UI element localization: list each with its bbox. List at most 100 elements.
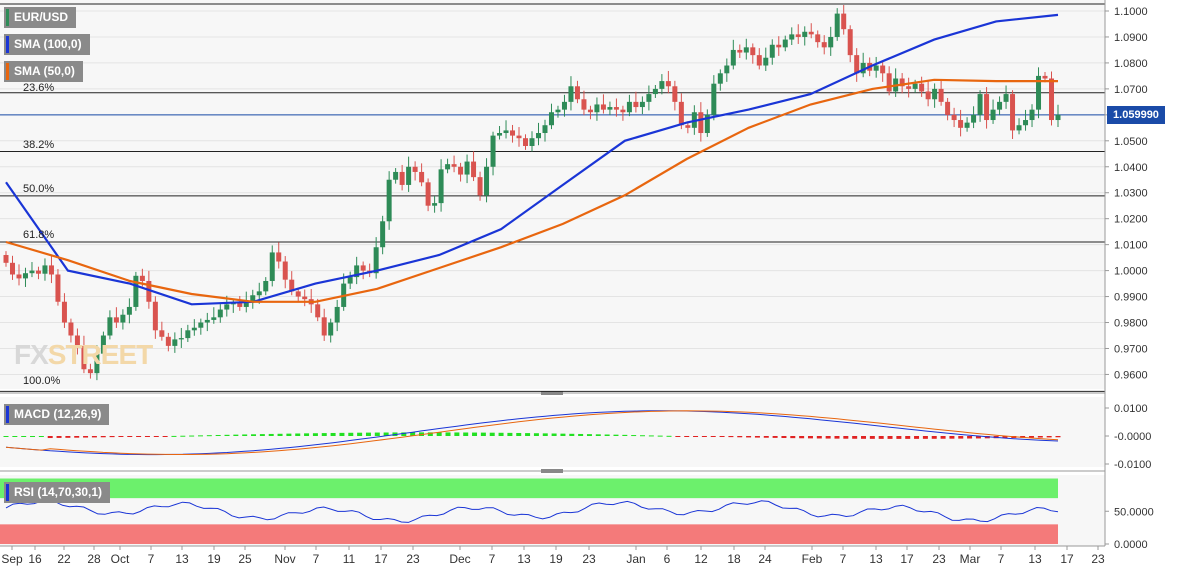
macd-histogram-bar <box>578 433 584 436</box>
candle-body <box>782 39 788 48</box>
macd-pane-bg <box>0 397 1105 467</box>
legend-sma50-label: SMA (50,0) <box>14 64 75 78</box>
candle-body <box>704 114 710 134</box>
rsi-oversold-zone <box>0 524 1058 544</box>
candle-body <box>977 94 983 115</box>
macd-histogram-bar <box>852 436 858 439</box>
candle-body <box>497 133 503 136</box>
candle-body <box>204 319 210 323</box>
macd-histogram-bar <box>799 436 805 439</box>
candle-body <box>55 274 61 302</box>
y-tick-label: 1.0000 <box>1114 266 1148 278</box>
legend-macd[interactable]: MACD (12,26,9) <box>4 404 110 425</box>
legend-pair[interactable]: EUR/USD <box>4 7 77 28</box>
macd-histogram-bar <box>197 435 203 437</box>
candle-body <box>373 247 379 274</box>
macd-histogram-bar <box>286 433 292 436</box>
macd-histogram-bar <box>295 433 301 436</box>
x-tick-label: Oct <box>111 552 130 566</box>
candle-body <box>925 91 931 100</box>
candle-body <box>613 107 619 110</box>
macd-histogram-bar <box>816 436 822 439</box>
legend-sma100[interactable]: SMA (100,0) <box>4 34 90 55</box>
candle-body <box>639 101 645 108</box>
macd-histogram-bar <box>719 436 725 437</box>
macd-histogram-bar <box>560 433 566 436</box>
x-tick-label: 17 <box>900 552 914 566</box>
candle-body <box>295 291 301 297</box>
macd-histogram-bar <box>259 434 265 436</box>
candle-body <box>464 161 470 175</box>
candle-body <box>854 55 860 74</box>
watermark-logo: FXSTREET <box>14 339 153 371</box>
macd-tick-label: -0.0000 <box>1114 431 1151 443</box>
divider-handle[interactable] <box>541 469 563 473</box>
macd-histogram-bar <box>878 436 884 439</box>
macd-histogram-bar <box>1037 436 1043 438</box>
candle-body <box>133 275 139 307</box>
macd-histogram-bar <box>427 432 433 436</box>
watermark-part1: FX <box>14 339 49 370</box>
candle-body <box>763 57 769 66</box>
x-tick-label: 13 <box>175 552 189 566</box>
legend-rsi[interactable]: RSI (14,70,30,1) <box>4 482 111 503</box>
candle-body <box>594 104 600 113</box>
y-tick-label: 0.9600 <box>1114 369 1148 381</box>
candle-body <box>880 65 886 74</box>
x-tick-label: 7 <box>998 552 1005 566</box>
macd-histogram-bar <box>967 436 973 439</box>
macd-histogram-bar <box>887 436 893 439</box>
y-tick-label: 0.9900 <box>1114 292 1148 304</box>
candle-body <box>906 86 912 89</box>
macd-histogram-bar <box>666 435 672 437</box>
candle-body <box>237 303 243 307</box>
candle-body <box>672 86 678 102</box>
macd-histogram-bar <box>100 436 106 438</box>
candle-body <box>354 265 360 278</box>
macd-histogram-bar <box>861 436 867 439</box>
macd-histogram-bar <box>498 432 504 436</box>
candle-body <box>211 317 217 320</box>
macd-histogram-bar <box>825 436 831 439</box>
candle-body <box>659 81 665 89</box>
candle-body <box>581 99 587 110</box>
candle-body <box>399 171 405 185</box>
candle-body <box>302 296 308 300</box>
y-tick-label: 1.0700 <box>1114 84 1148 96</box>
candle-body <box>198 322 204 328</box>
macd-histogram-bar <box>374 432 380 436</box>
candle-body <box>912 83 918 89</box>
x-tick-label: 7 <box>313 552 320 566</box>
candle-body <box>574 86 580 100</box>
candle-body <box>81 345 87 370</box>
candle-body <box>555 109 561 113</box>
rsi-overbought-zone <box>0 478 1058 499</box>
macd-histogram-bar <box>489 432 495 436</box>
macd-histogram-bar <box>631 435 637 437</box>
candle-body <box>964 122 970 128</box>
macd-histogram-bar <box>348 432 354 436</box>
candle-body <box>685 125 691 128</box>
legend-sma50[interactable]: SMA (50,0) <box>4 61 83 82</box>
candle-body <box>191 327 197 331</box>
candle-body <box>646 94 652 102</box>
macd-histogram-bar <box>896 436 902 439</box>
macd-histogram-bar <box>586 434 592 436</box>
macd-histogram-bar <box>763 436 769 438</box>
candle-body <box>315 304 321 318</box>
macd-histogram-bar <box>551 433 557 436</box>
macd-histogram-bar <box>622 434 628 436</box>
x-tick-label: Nov <box>274 552 295 566</box>
macd-histogram-bar <box>595 434 601 436</box>
candle-body <box>263 280 269 292</box>
macd-histogram-bar <box>807 436 813 439</box>
macd-histogram-bar <box>975 436 981 439</box>
candle-body <box>769 44 775 58</box>
candle-body <box>841 13 847 30</box>
divider-handle[interactable] <box>541 391 563 395</box>
x-tick-label: Feb <box>802 552 823 566</box>
x-tick-label: 28 <box>87 552 101 566</box>
candle-body <box>347 277 353 284</box>
macd-histogram-bar <box>383 432 389 436</box>
candle-body <box>737 49 743 53</box>
